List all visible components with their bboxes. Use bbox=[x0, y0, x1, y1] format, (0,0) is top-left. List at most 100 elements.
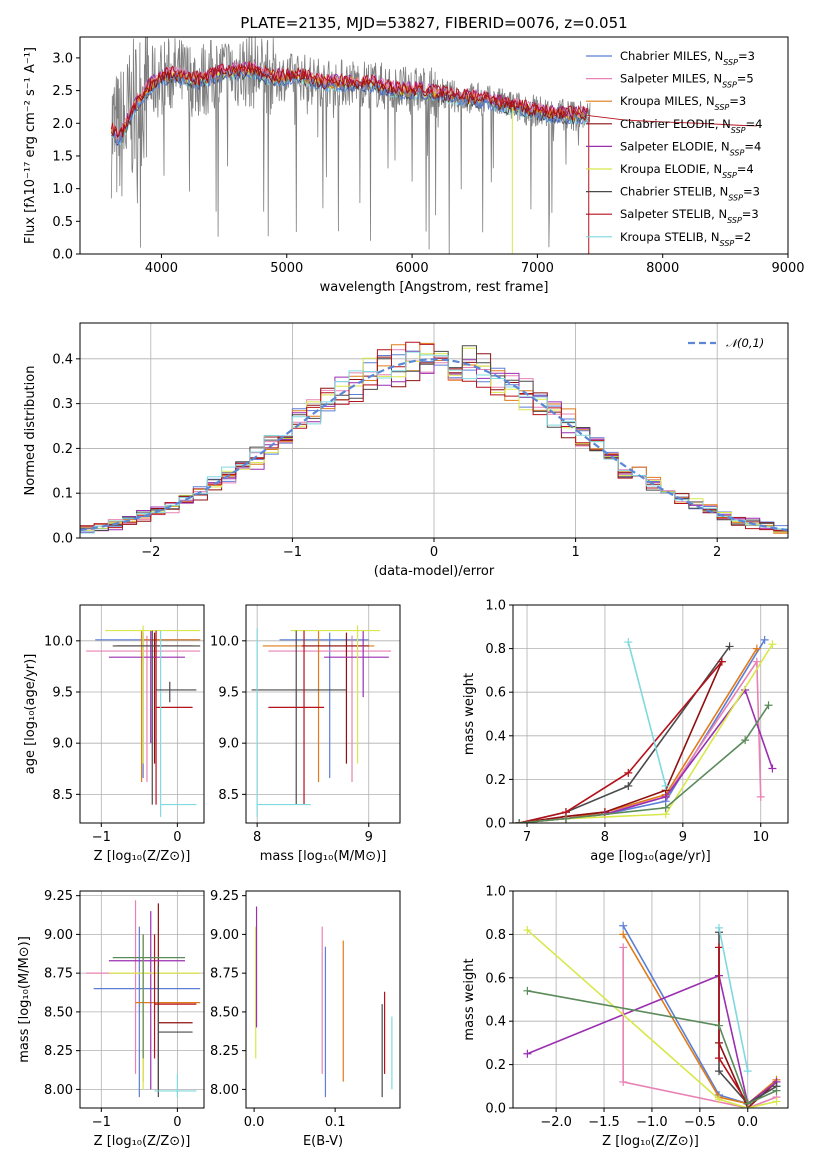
data-point bbox=[752, 644, 761, 653]
x-tick-label: −2.0 bbox=[540, 1115, 572, 1130]
x-tick-label: −1 bbox=[92, 1115, 111, 1130]
data-point bbox=[523, 986, 532, 995]
x-tick-label: 0.0 bbox=[244, 1115, 265, 1130]
y-tick-label: 9.25 bbox=[44, 889, 73, 904]
legend-label: Salpeter ELODIE, NSSP=4 bbox=[620, 139, 761, 157]
y-tick-label: 8.50 bbox=[44, 1005, 73, 1020]
y-tick-label: 0.0 bbox=[485, 817, 506, 832]
y-tick-label: 0.4 bbox=[485, 1015, 506, 1030]
series-line bbox=[527, 990, 777, 1105]
errorbar bbox=[153, 934, 197, 1059]
legend-name: Chabrier ELODIE, N bbox=[620, 117, 731, 131]
model-extension-line bbox=[587, 114, 757, 127]
data-point bbox=[715, 1067, 724, 1076]
data-point bbox=[619, 1077, 628, 1086]
x-axis-label: wavelength [Angstrom, rest frame] bbox=[320, 280, 549, 295]
plot-frame bbox=[512, 604, 789, 824]
model-line-salpeter_stelib bbox=[110, 60, 588, 137]
panel-weight_vs_Z: −2.0 −1.5 −1.0 −0.5 0.0 0.0 0.2 0.4 0.6 0.8 1.0 Z [… bbox=[462, 885, 789, 1149]
x-tick-label: 8000 bbox=[646, 261, 679, 276]
y-tick-label: 8.5 bbox=[52, 788, 73, 803]
legend-subscript: SSP bbox=[723, 58, 738, 67]
legend-entry: Kroupa MILES, NSSP=3 bbox=[586, 94, 746, 112]
y-tick-label: 0.3 bbox=[52, 397, 73, 412]
legend-count: =4 bbox=[737, 162, 754, 176]
y-tick-label: 9.25 bbox=[210, 889, 239, 904]
data-point bbox=[715, 923, 724, 932]
plot-frame bbox=[79, 890, 205, 1109]
legend-label: Chabrier ELODIE, NSSP=4 bbox=[620, 117, 762, 135]
plot-frame bbox=[245, 890, 401, 1109]
y-axis-label: Flux [fλ10⁻¹⁷ erg cm⁻² s⁻¹ A⁻¹] bbox=[23, 47, 38, 244]
y-tick-label: 8.75 bbox=[44, 967, 73, 982]
model-line-kroupa_elodie bbox=[110, 64, 588, 143]
model-line-chabrier_stelib bbox=[111, 67, 588, 146]
errorbar bbox=[160, 630, 197, 817]
errorbar bbox=[290, 625, 380, 764]
data-point bbox=[756, 792, 765, 801]
legend-entry: Chabrier ELODIE, NSSP=4 bbox=[586, 117, 762, 135]
y-tick-label: 0.0 bbox=[485, 1102, 506, 1117]
x-tick-label: −1.5 bbox=[588, 1115, 620, 1130]
y-tick-label: 0.6 bbox=[485, 686, 506, 701]
data-point bbox=[515, 819, 524, 823]
data-point bbox=[624, 781, 633, 790]
data-point bbox=[772, 1086, 781, 1095]
x-tick-label: −2 bbox=[141, 545, 160, 560]
series-line bbox=[519, 661, 723, 823]
y-tick-label: 8.25 bbox=[44, 1044, 73, 1059]
series-kroupa_elodie_weights bbox=[523, 986, 781, 1108]
panel-weight_vs_age: 7 8 9 10 0.0 0.2 0.4 0.6 0.8 1.0 age [log₁₀(age/yr… bbox=[462, 599, 789, 864]
legend-name: Salpeter ELODIE, N bbox=[620, 139, 730, 153]
legend-label: Chabrier MILES, NSSP=3 bbox=[620, 49, 755, 67]
legend-label: Kroupa MILES, NSSP=3 bbox=[620, 94, 746, 112]
errorbar bbox=[256, 628, 311, 817]
errorbar bbox=[93, 926, 201, 1098]
panel-age_vs_mass: 8 9 8.5 9.0 9.5 10.0 mass [log₁₀(M/M⊙)] bbox=[210, 604, 401, 864]
panel-age_vs_Z: −1 0 8.5 9.0 9.5 10.0 Z [log₁₀(Z/Z⊙)] age [log₁… bbox=[23, 604, 205, 864]
series-line bbox=[718, 927, 749, 1072]
errorbars bbox=[255, 906, 393, 1098]
y-tick-label: 8.50 bbox=[210, 1005, 239, 1020]
legend-label: Chabrier STELIB, NSSP=3 bbox=[620, 185, 760, 203]
weight-series bbox=[523, 921, 781, 1108]
legend-label: Kroupa ELODIE, NSSP=4 bbox=[620, 162, 754, 180]
spectrum-lines bbox=[110, 37, 757, 254]
legend-subscript: SSP bbox=[720, 238, 735, 247]
data-point bbox=[561, 814, 570, 823]
legend-count: =3 bbox=[729, 94, 746, 108]
data-point bbox=[772, 1097, 781, 1106]
x-axis-label: age [log₁₀(age/yr)] bbox=[590, 849, 711, 864]
y-tick-label: 9.0 bbox=[52, 737, 73, 752]
y-tick-label: 9.5 bbox=[218, 685, 239, 700]
legend-count: =3 bbox=[743, 185, 760, 199]
plot-frame bbox=[245, 604, 401, 824]
legend-name: Chabrier MILES, N bbox=[620, 49, 723, 63]
legend-subscript: SSP bbox=[730, 148, 745, 157]
legend-count: =3 bbox=[738, 49, 755, 63]
data-point bbox=[768, 640, 777, 649]
y-tick-label: 0.4 bbox=[52, 352, 73, 367]
legend-label: Salpeter STELIB, NSSP=3 bbox=[620, 207, 759, 225]
y-tick-label: 9.5 bbox=[52, 685, 73, 700]
x-tick-label: 7000 bbox=[521, 261, 554, 276]
x-tick-label: 0 bbox=[173, 830, 181, 845]
errorbar bbox=[108, 630, 185, 744]
y-tick-label: 8.75 bbox=[210, 967, 239, 982]
y-tick-label: 3.0 bbox=[52, 51, 73, 66]
y-axis-label: mass weight bbox=[462, 958, 477, 1040]
legend-label: 𝒩(0,1) bbox=[726, 336, 764, 350]
panel-residual_histogram: −2 −1 0 1 2 0.0 0.1 0.2 0.3 0.4 (data-model)/error… bbox=[23, 322, 789, 579]
y-tick-label: 9.00 bbox=[44, 928, 73, 943]
y-tick-label: 8.00 bbox=[210, 1083, 239, 1098]
y-tick-label: 8.5 bbox=[218, 788, 239, 803]
y-tick-label: 0.0 bbox=[52, 248, 73, 263]
data-point bbox=[752, 657, 761, 666]
errorbar bbox=[112, 934, 185, 1059]
x-tick-label: 2 bbox=[713, 545, 721, 560]
x-tick-label: 7 bbox=[523, 830, 531, 845]
x-tick-label: 5000 bbox=[270, 261, 303, 276]
data-point bbox=[715, 1054, 724, 1063]
y-tick-label: 8.25 bbox=[210, 1044, 239, 1059]
data-point bbox=[741, 736, 750, 745]
